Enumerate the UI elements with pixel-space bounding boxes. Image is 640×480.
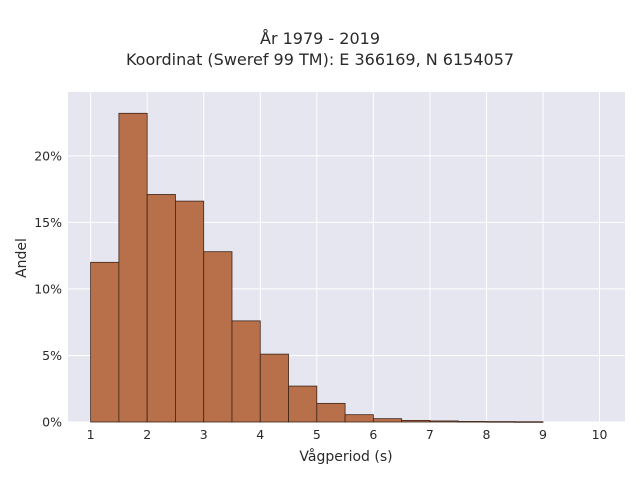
chart-subtitle: Koordinat (Sweref 99 TM): E 366169, N 61… xyxy=(125,50,515,69)
histogram-bar xyxy=(231,320,261,423)
x-tick-label: 1 xyxy=(87,427,95,442)
histogram-bar xyxy=(344,414,374,423)
histogram-bar xyxy=(401,420,431,423)
y-tick-label: 20% xyxy=(34,148,62,163)
y-tick-label: 10% xyxy=(34,281,62,296)
histogram-bar xyxy=(146,194,176,423)
x-axis-ticks: 1 2 3 4 5 6 7 8 9 10 xyxy=(87,427,608,442)
x-tick-label: 8 xyxy=(482,427,490,442)
x-tick-label: 10 xyxy=(592,427,608,442)
x-tick-label: 5 xyxy=(313,427,321,442)
histogram-bar xyxy=(372,418,403,423)
x-tick-label: 7 xyxy=(426,427,434,442)
y-axis-ticks: 0% 5% 10% 15% 20% xyxy=(34,148,62,429)
histogram-bar xyxy=(316,402,346,423)
histogram-bar xyxy=(259,353,289,423)
histogram-bar xyxy=(429,420,459,423)
x-tick-label: 3 xyxy=(200,427,208,442)
histogram-bar xyxy=(288,385,318,423)
x-tick-label: 2 xyxy=(143,427,151,442)
histogram-bar xyxy=(90,261,120,423)
histogram-bar xyxy=(203,251,233,423)
chart-title: År 1979 - 2019 xyxy=(260,29,380,48)
histogram-bar xyxy=(486,421,516,423)
x-tick-label: 6 xyxy=(369,427,377,442)
x-tick-label: 4 xyxy=(256,427,264,442)
y-tick-label: 15% xyxy=(34,215,62,230)
histogram-bar xyxy=(118,112,148,423)
y-tick-label: 5% xyxy=(42,348,62,363)
histogram-bar xyxy=(457,421,487,423)
x-tick-label: 9 xyxy=(539,427,547,442)
y-tick-label: 0% xyxy=(42,415,62,430)
histogram-bar xyxy=(175,200,205,423)
y-axis-label: Andel xyxy=(14,238,30,278)
histogram-bar xyxy=(514,421,544,423)
histogram-bars xyxy=(90,112,544,423)
x-axis-label: Vågperiod (s) xyxy=(299,448,392,465)
